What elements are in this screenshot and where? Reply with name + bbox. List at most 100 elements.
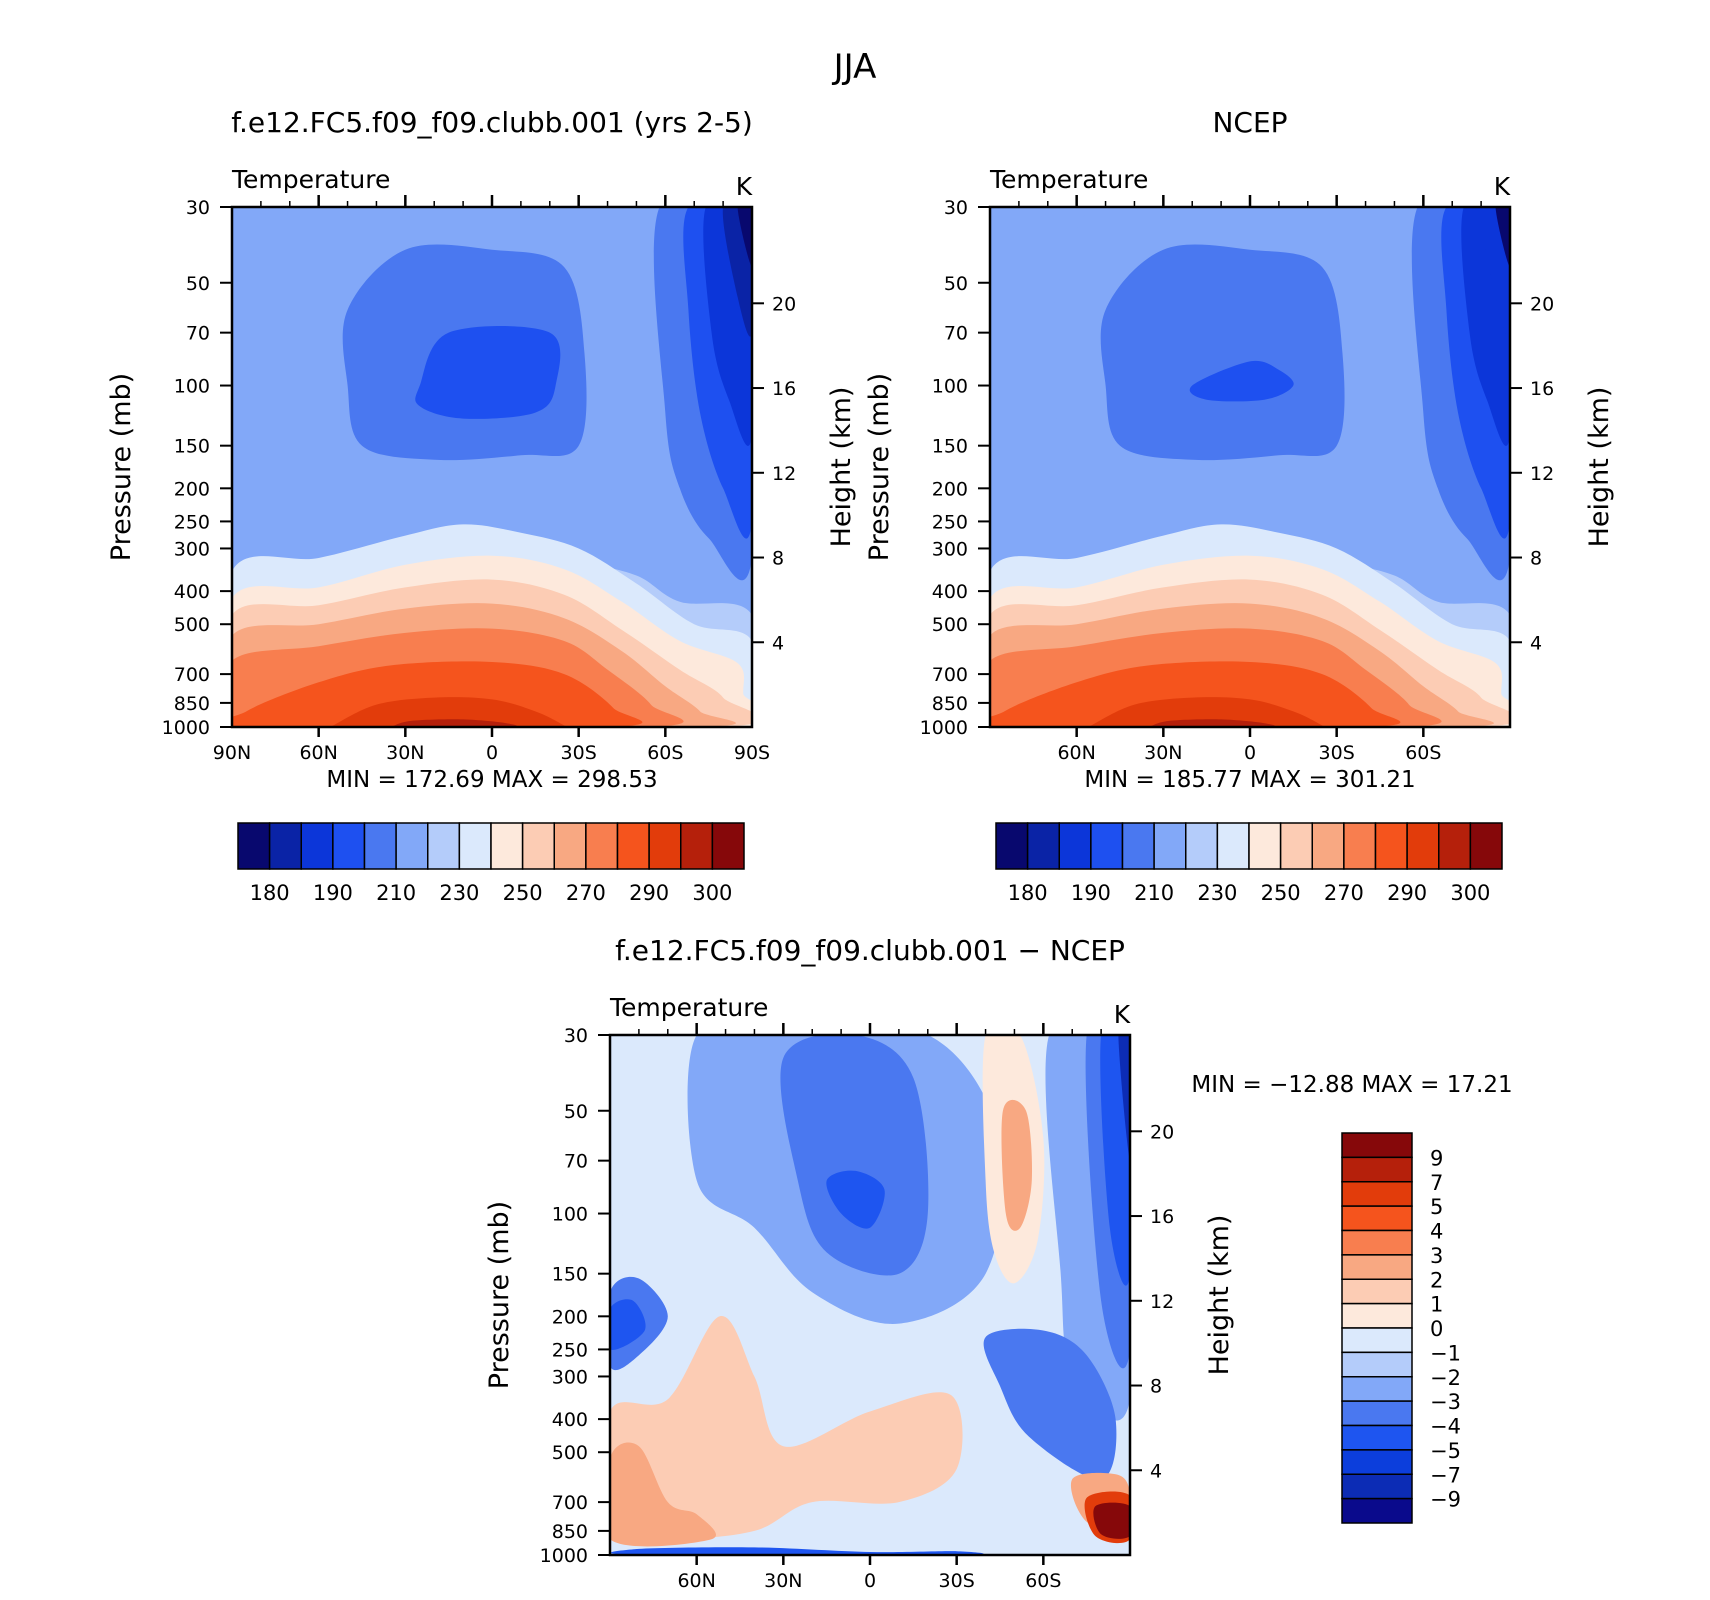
- pressure-tick-label: 500: [552, 1442, 588, 1464]
- colorbar: 180 190 210 230 250 270 290 300: [237, 822, 745, 905]
- panel-diff: f.e12.FC5.f09_f09.clubb.001 − NCEP Temper…: [484, 934, 1513, 1592]
- y-axis-title: Pressure (mb): [106, 373, 137, 561]
- pressure-tick-label: 400: [552, 1409, 588, 1431]
- y-axis-title: Pressure (mb): [484, 1201, 515, 1389]
- colorbar-swatch: [1153, 822, 1187, 870]
- y-axis-title-right: Height (km): [1204, 1215, 1235, 1376]
- pressure-tick-label: 400: [174, 581, 210, 603]
- pressure-tick-label: 300: [552, 1366, 588, 1388]
- colorbar-swatch: [1343, 822, 1377, 870]
- height-tick-label: 8: [772, 548, 784, 570]
- contour-region-16: [1495, 207, 1510, 268]
- colorbar-swatch: [1248, 822, 1282, 870]
- colorbar-swatch: [553, 822, 587, 870]
- pressure-tick-label: 30: [186, 197, 210, 219]
- colorbar-label: 230: [439, 881, 479, 905]
- colorbar-label: 230: [1197, 881, 1237, 905]
- pressure-tick-label: 100: [174, 376, 210, 398]
- colorbar-label: 2: [1430, 1268, 1443, 1292]
- colorbar-label: 210: [1134, 881, 1174, 905]
- pressure-tick-label: 100: [552, 1204, 588, 1226]
- colorbar-label: 270: [1324, 881, 1364, 905]
- lat-tick-label: 0: [486, 742, 498, 764]
- contour-region-3: [826, 1170, 885, 1229]
- colorbar-label: 7: [1430, 1171, 1443, 1195]
- contour-region-8: [1148, 719, 1275, 727]
- pressure-tick-label: 250: [932, 511, 968, 533]
- contour-region-6: [232, 661, 643, 727]
- colorbar-swatch: [1341, 1156, 1413, 1183]
- colorbar: 180 190 210 230 250 270 290 300: [995, 822, 1503, 905]
- height-tick-label: 20: [1150, 1121, 1174, 1143]
- pressure-tick-label: 500: [174, 614, 210, 636]
- pressure-tick-label: 200: [932, 478, 968, 500]
- min-max-stats: MIN = 185.77 MAX = 301.21: [1084, 767, 1415, 793]
- height-tick-label: 12: [1530, 463, 1554, 485]
- contour-region-8: [390, 719, 517, 727]
- colorbar-label: −3: [1430, 1390, 1461, 1414]
- lat-tick-label: 0: [864, 1570, 876, 1592]
- colorbar-swatch: [363, 822, 397, 870]
- colorbar-label: 190: [1071, 881, 1111, 905]
- colorbar-label: 290: [1387, 881, 1427, 905]
- height-tick-label: 16: [1530, 378, 1554, 400]
- lat-tick-label: 60N: [677, 1570, 715, 1592]
- contour-region-16: [737, 207, 752, 268]
- contour-field: [232, 207, 752, 727]
- colorbar-swatch: [1374, 822, 1408, 870]
- colorbar-swatch: [521, 822, 555, 870]
- colorbar-swatch: [1341, 1449, 1413, 1475]
- contour-region-5: [610, 1299, 646, 1350]
- pressure-tick-label: 1000: [162, 717, 210, 739]
- height-tick-label: 12: [772, 463, 796, 485]
- colorbar-label: 270: [566, 881, 606, 905]
- lat-tick-label: 30S: [1319, 742, 1355, 764]
- colorbar-label: 9: [1430, 1146, 1443, 1170]
- colorbar-label: 180: [250, 881, 290, 905]
- contour-region-11: [1189, 360, 1294, 402]
- pressure-tick-label: 30: [944, 197, 968, 219]
- height-tick-label: 4: [772, 632, 784, 654]
- pressure-tick-label: 1000: [920, 717, 968, 739]
- contour-region-11: [415, 326, 561, 419]
- y-axis-title-right: Height (km): [1584, 387, 1615, 548]
- height-tick-label: 4: [1150, 1460, 1162, 1482]
- colorbar-swatch: [1341, 1205, 1413, 1232]
- pressure-tick-label: 850: [552, 1521, 588, 1543]
- pressure-tick-label: 250: [552, 1339, 588, 1361]
- colorbar-swatch: [1341, 1278, 1413, 1305]
- lat-tick-label: 30S: [561, 742, 597, 764]
- colorbar-swatch: [616, 822, 650, 870]
- colorbar-swatch: [332, 822, 366, 870]
- pressure-tick-label: 700: [932, 664, 968, 686]
- pressure-tick-label: 700: [552, 1492, 588, 1514]
- colorbar-label: −1: [1430, 1341, 1461, 1365]
- colorbar-label: 300: [1450, 881, 1490, 905]
- units-label: K: [736, 172, 753, 201]
- height-tick-label: 16: [772, 378, 796, 400]
- colorbar-label: −2: [1430, 1366, 1461, 1390]
- lat-tick-label: 60S: [1405, 742, 1441, 764]
- colorbar-swatch: [1058, 822, 1092, 870]
- pressure-tick-label: 700: [174, 664, 210, 686]
- colorbar-label: 5: [1430, 1195, 1443, 1219]
- pressure-tick-label: 250: [174, 511, 210, 533]
- colorbar-swatch: [1341, 1424, 1413, 1451]
- min-max-stats: MIN = 172.69 MAX = 298.53: [326, 767, 657, 793]
- pressure-tick-label: 200: [174, 478, 210, 500]
- colorbar-swatch: [1341, 1229, 1413, 1256]
- pressure-tick-label: 500: [932, 614, 968, 636]
- colorbar-swatch: [1090, 822, 1124, 870]
- pressure-tick-label: 50: [564, 1101, 588, 1123]
- colorbar-label: −7: [1430, 1463, 1461, 1487]
- colorbar-swatch: [1121, 822, 1155, 870]
- panel-title: NCEP: [1212, 106, 1287, 139]
- colorbar-swatch: [1341, 1132, 1413, 1159]
- height-tick-label: 8: [1530, 548, 1542, 570]
- pressure-tick-label: 50: [186, 273, 210, 295]
- pressure-tick-label: 400: [932, 581, 968, 603]
- colorbar-swatch: [395, 822, 429, 870]
- pressure-tick-label: 100: [932, 376, 968, 398]
- variable-label: Temperature: [989, 165, 1148, 194]
- colorbar-label: 300: [692, 881, 732, 905]
